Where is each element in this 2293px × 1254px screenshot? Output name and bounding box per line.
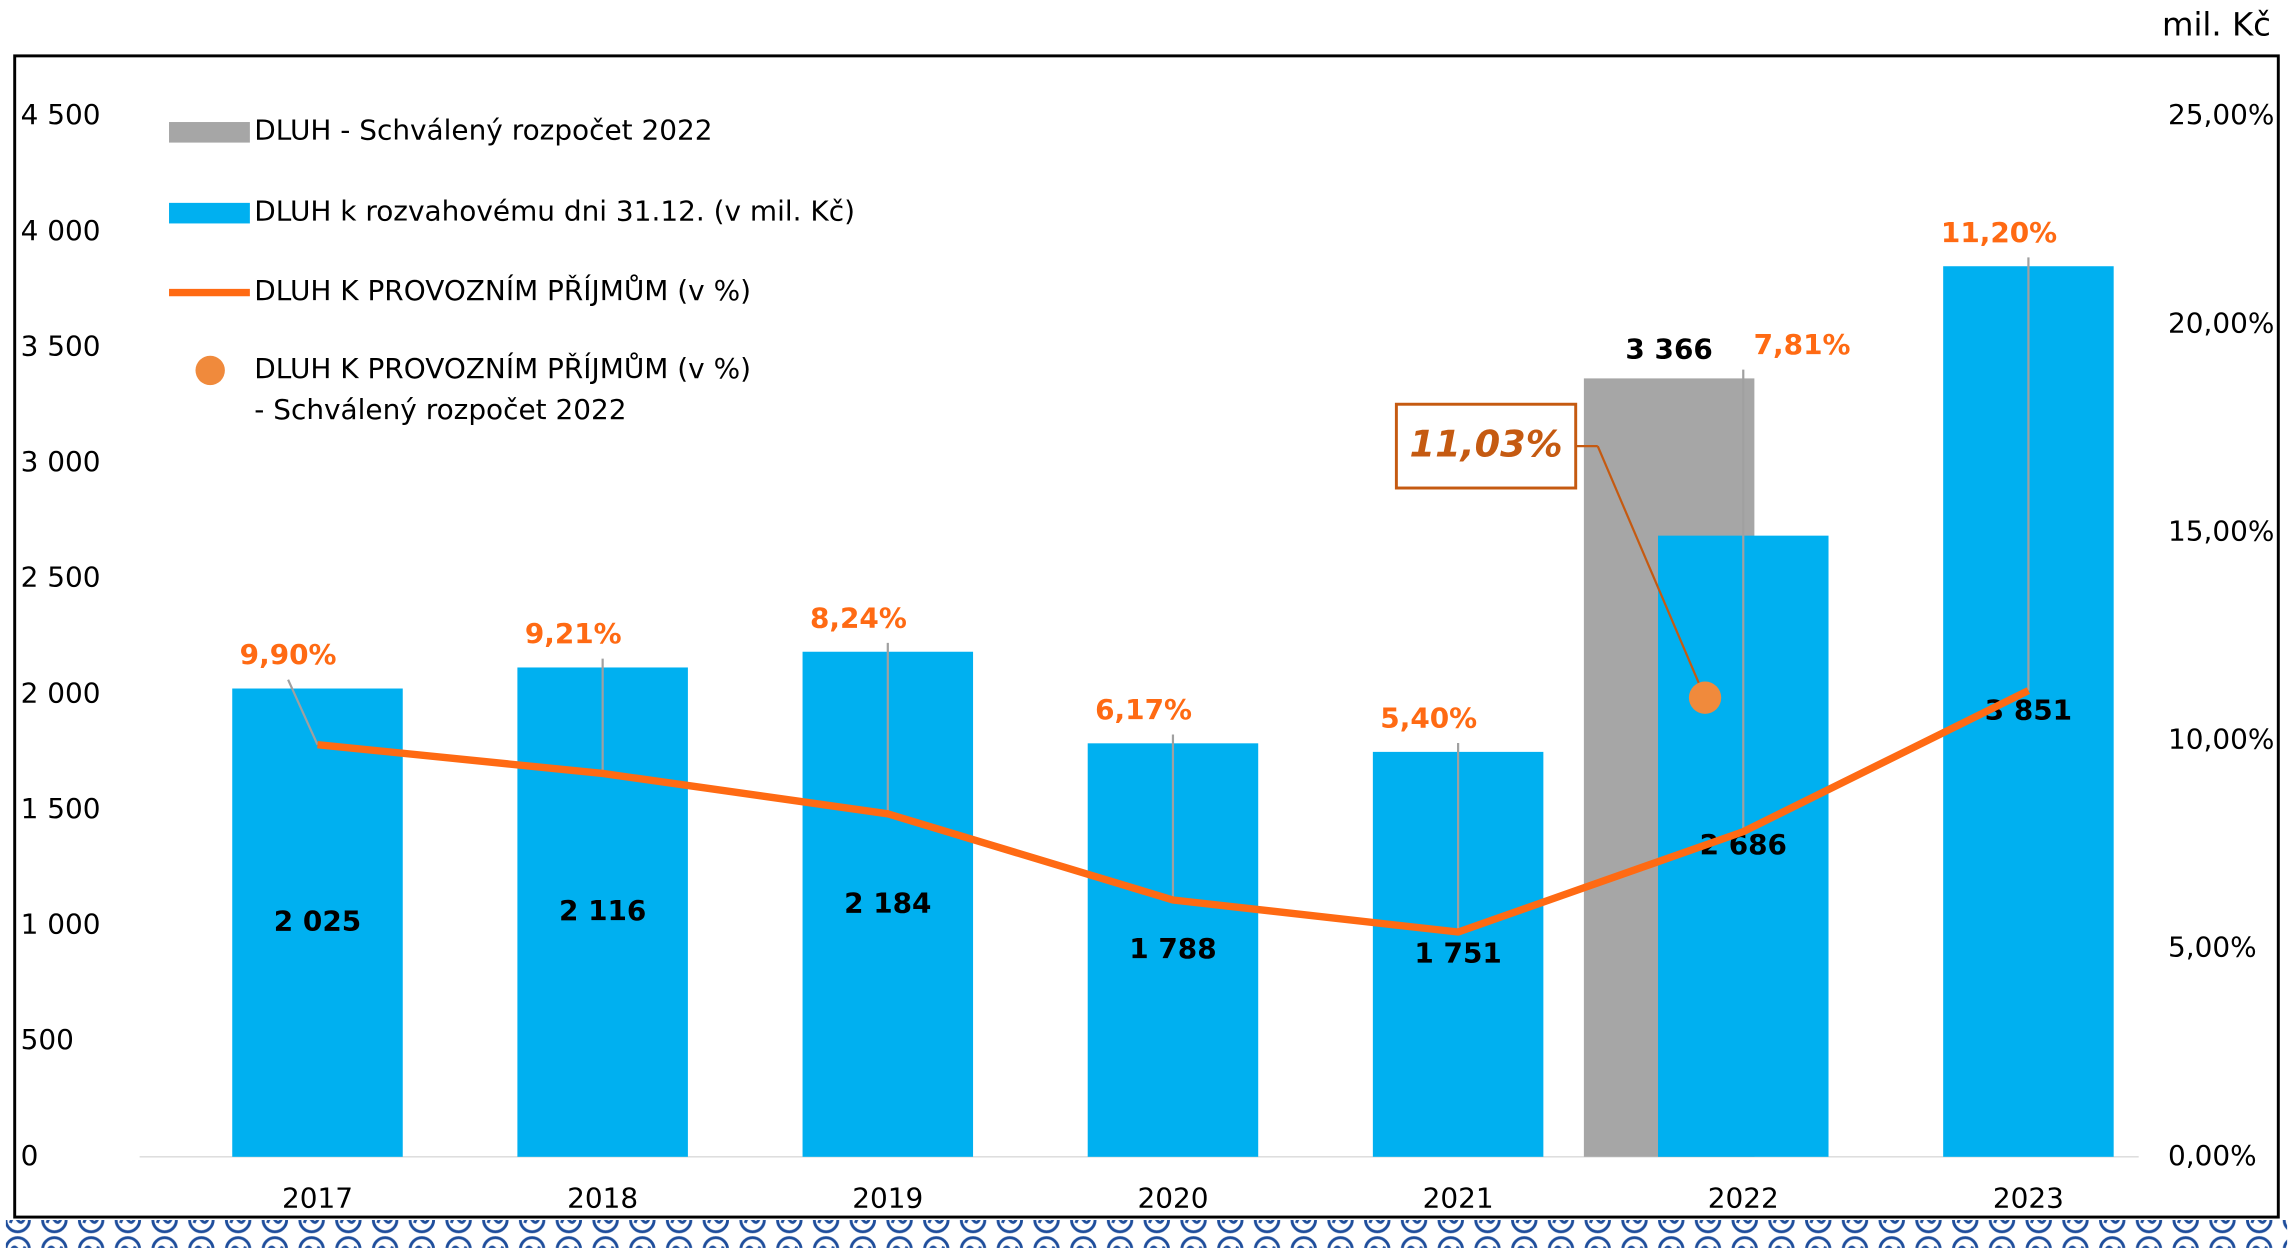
x-tick-label: 2023 [1993,1181,2064,1214]
line-value-label: 9,21% [525,617,622,650]
bar-value-label: 2 116 [559,894,646,927]
bar-value-label: 2 184 [844,886,931,919]
line-value-label: 7,81% [1754,328,1851,361]
x-tick-label: 2018 [567,1181,638,1214]
line-value-label: 9,90% [240,638,337,671]
line-value-label: 6,17% [1095,693,1192,726]
line-value-label: 8,24% [810,601,907,634]
y-tick-label: 3 500 [21,329,101,362]
point-value-label: 11,03% [1410,423,1563,466]
y2-tick-label: 5,00% [2168,931,2257,964]
x-tick-label: 2019 [852,1181,923,1214]
y-tick-label: 3 000 [21,445,101,478]
line-value-label: 5,40% [1380,702,1477,735]
y-tick-label: 4 000 [21,214,101,247]
legend-label: DLUH k rozvahovému dni 31.12. (v mil. Kč… [254,191,989,232]
legend-label: DLUH - Schválený rozpočet 2022 [254,110,989,151]
x-tick-label: 2022 [1708,1181,1779,1214]
chart: mil. Kč 0 500 1 000 1 500 2 000 2 500 3 000 3 5… [0,0,2293,1249]
bar-value-label: 1 788 [1129,932,1216,965]
legend-label: DLUH K PROVOZNÍM PŘÍJMŮM (v %) [254,270,989,311]
bar-value-label: 3 851 [1985,694,2072,727]
bar-value-label: 1 751 [1414,936,1501,969]
legend-label: DLUH K PROVOZNÍM PŘÍJMŮM (v %) - Schvále… [254,348,989,430]
y2-tick-label: 15,00% [2168,514,2274,547]
page: mil. Kč 0 500 1 000 1 500 2 000 2 500 3 000 3 5… [0,0,2293,1254]
decorative-border [6,1220,2287,1248]
x-tick-label: 2021 [1423,1181,1494,1214]
y-tick-label: 4 500 [21,98,101,131]
y-tick-label: 2 000 [21,676,101,709]
legend-swatch [169,203,250,224]
y2-tick-label: 10,00% [2168,723,2274,756]
legend-swatch [169,122,250,143]
y-tick-label: 2 500 [21,561,101,594]
unit-label: mil. Kč [2162,5,2271,43]
bar-value-label: 3 366 [1625,332,1712,365]
x-tick-label: 2020 [1137,1181,1208,1214]
legend-swatch [195,356,224,385]
y-tick-label: 0 [21,1139,39,1172]
bar-value-label: 2 025 [274,905,361,938]
line-value-label: 11,20% [1941,216,2057,249]
x-tick-label: 2017 [282,1181,353,1214]
y-tick-label: 500 [21,1023,74,1056]
legend-entry: DLUH K PROVOZNÍM PŘÍJMŮM (v %) - Schvále… [254,348,989,451]
y2-tick-label: 20,00% [2168,306,2274,339]
point [1689,682,1721,714]
y2-tick-label: 25,00% [2168,98,2274,131]
y2-tick-label: 0,00% [2168,1139,2257,1172]
y-tick-label: 1 000 [21,908,101,941]
y-tick-label: 1 500 [21,792,101,825]
